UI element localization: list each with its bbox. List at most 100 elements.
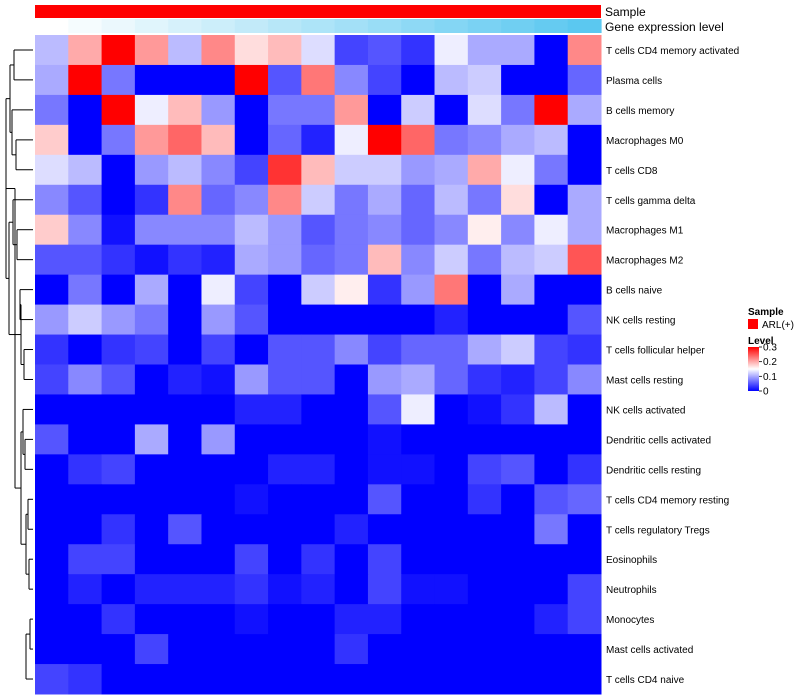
heatmap-cell	[134, 274, 169, 306]
heatmap-cell	[168, 274, 202, 306]
heatmap-cell	[301, 64, 336, 96]
heatmap-cell	[35, 604, 69, 635]
heatmap-cell	[201, 424, 236, 455]
heatmap-cell	[35, 634, 69, 665]
heatmap-cell	[534, 154, 569, 186]
level-legend-title: Level	[748, 336, 774, 347]
heatmap-cell	[68, 424, 103, 455]
heatmap-cell	[434, 424, 469, 455]
heatmap-cell	[68, 544, 103, 575]
row-label: Mast cells resting	[606, 375, 683, 386]
heatmap-cell	[401, 514, 436, 545]
heatmap-cell	[268, 394, 302, 425]
heatmap-cell	[334, 604, 369, 635]
heatmap-cell	[367, 334, 402, 365]
heatmap-cell	[234, 334, 269, 365]
heatmap-cell	[234, 664, 269, 695]
heatmap-cell	[35, 514, 69, 545]
heatmap-cell	[434, 184, 469, 216]
heatmap-cell	[268, 124, 302, 156]
heatmap-cell	[101, 454, 136, 485]
heatmap-cell	[367, 304, 402, 336]
heatmap-cell	[334, 424, 369, 455]
heatmap-cell	[501, 64, 535, 96]
heatmap-cell	[68, 184, 103, 216]
gene-expression-bar-cell	[367, 19, 402, 33]
gene-expression-bar-cell	[501, 19, 536, 33]
heatmap-cell	[367, 35, 402, 66]
heatmap-cell	[434, 394, 469, 425]
heatmap-cell	[35, 64, 69, 96]
heatmap-cell	[501, 304, 535, 336]
heatmap-cell	[301, 244, 336, 276]
level-legend-tick-label: 0.3	[763, 343, 777, 354]
heatmap-cell	[168, 424, 202, 455]
heatmap-cell	[101, 544, 136, 575]
heatmap-cell	[401, 304, 436, 336]
heatmap-cell	[68, 124, 103, 156]
heatmap-cell	[334, 574, 369, 605]
row-label: T cells CD4 memory resting	[606, 495, 729, 506]
heatmap-cell	[501, 394, 535, 425]
gene-expression-annotation-label: Gene expression level	[605, 20, 724, 34]
heatmap-cell	[101, 35, 136, 66]
heatmap-cell	[134, 664, 169, 695]
heatmap-cell	[534, 544, 569, 575]
heatmap-cell	[101, 124, 136, 156]
heatmap-cell	[234, 634, 269, 665]
row-label: T cells gamma delta	[606, 196, 696, 207]
heatmap-cell	[534, 634, 569, 665]
heatmap-cell	[367, 364, 402, 395]
heatmap-cell	[201, 124, 236, 156]
heatmap-cell	[168, 334, 202, 365]
heatmap-cell	[35, 334, 69, 365]
heatmap-cell	[268, 154, 302, 186]
heatmap-cell	[467, 484, 502, 515]
heatmap-cell	[268, 274, 302, 306]
heatmap-cell	[567, 454, 602, 485]
heatmap-cell	[134, 94, 169, 126]
heatmap-cell	[334, 94, 369, 126]
heatmap-cell	[134, 154, 169, 186]
heatmap-cell	[168, 364, 202, 395]
heatmap-cell	[234, 154, 269, 186]
heatmap-cell	[401, 544, 436, 575]
row-label: B cells naive	[606, 286, 663, 297]
heatmap-cell	[401, 214, 436, 246]
heatmap-cell	[467, 35, 502, 66]
row-dendrogram	[5, 49, 33, 680]
heatmap-cell	[501, 244, 535, 276]
heatmap-cell	[234, 514, 269, 545]
heatmap-cell	[268, 604, 302, 635]
gene-expression-bar-cell	[467, 19, 502, 33]
heatmap-cell	[501, 424, 535, 455]
heatmap-cell	[334, 454, 369, 485]
heatmap-cell	[35, 304, 69, 336]
heatmap-cell	[367, 484, 402, 515]
heatmap-cell	[401, 35, 436, 66]
heatmap-cell	[567, 184, 602, 216]
heatmap-cell	[534, 604, 569, 635]
heatmap-cell	[134, 634, 169, 665]
heatmap-cell	[168, 124, 202, 156]
heatmap-cell	[334, 35, 369, 66]
heatmap-cell	[367, 664, 402, 695]
heatmap-cell	[367, 574, 402, 605]
heatmap-cell	[367, 604, 402, 635]
heatmap-cell	[35, 454, 69, 485]
heatmap-cell	[367, 544, 402, 575]
heatmap-cell	[301, 304, 336, 336]
heatmap-cell	[534, 394, 569, 425]
heatmap-cell	[101, 334, 136, 365]
heatmap-cell	[501, 334, 535, 365]
heatmap-cell	[68, 364, 103, 395]
heatmap-cell	[68, 334, 103, 365]
level-legend-colorbar	[748, 347, 759, 391]
sample-bar-fill	[35, 5, 601, 18]
heatmap-cell	[334, 664, 369, 695]
heatmap-cell	[467, 634, 502, 665]
heatmap-cell	[268, 244, 302, 276]
heatmap-cell	[301, 604, 336, 635]
heatmap-cell	[401, 184, 436, 216]
heatmap-cell	[501, 94, 535, 126]
